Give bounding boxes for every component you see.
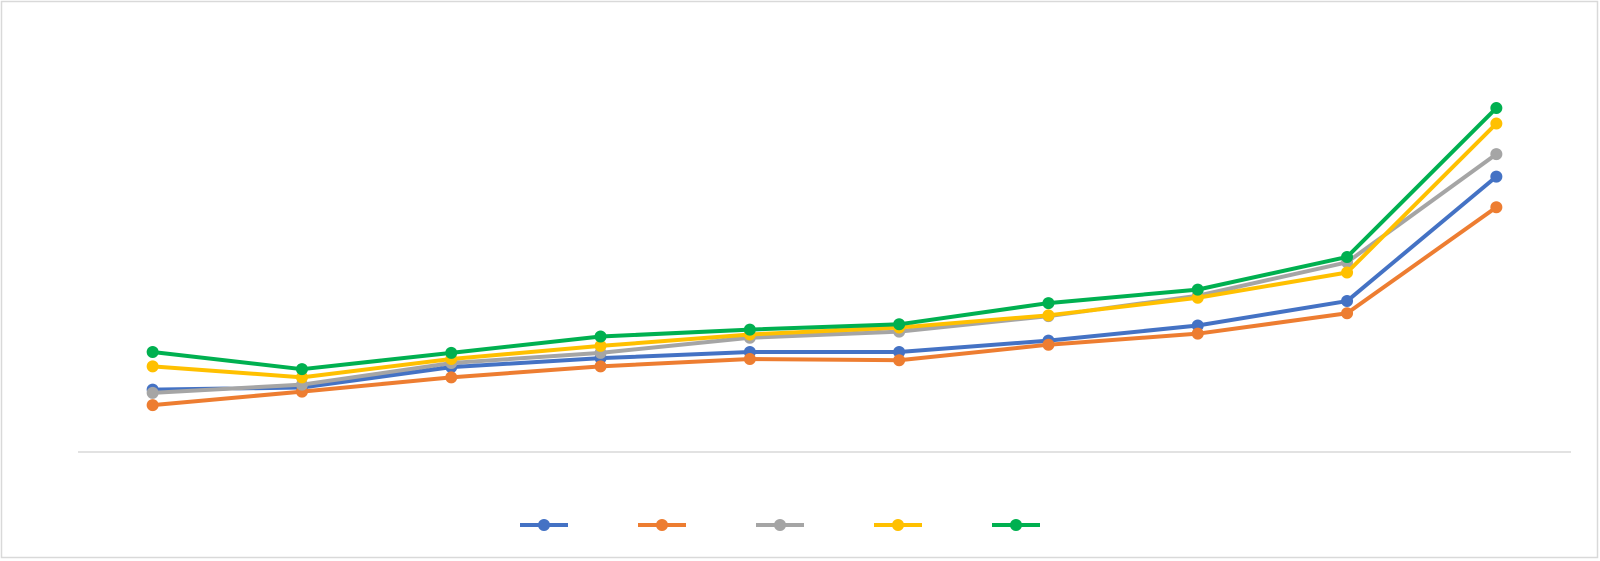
series-line xyxy=(152,106,1498,372)
series-line xyxy=(152,122,1498,380)
data-point xyxy=(1341,295,1354,308)
data-point xyxy=(1341,250,1354,263)
legend-marker xyxy=(774,519,786,531)
data-point xyxy=(1490,102,1503,115)
data-point xyxy=(1341,266,1354,279)
data-point xyxy=(146,346,159,359)
data-point xyxy=(146,360,159,373)
data-point xyxy=(445,371,458,384)
legend-marker xyxy=(656,519,668,531)
data-point xyxy=(1191,327,1204,340)
data-point xyxy=(594,360,607,373)
data-point xyxy=(893,354,906,367)
data-point xyxy=(594,339,607,352)
series-line xyxy=(152,175,1498,392)
series-line xyxy=(152,205,1498,408)
data-point xyxy=(1191,283,1204,296)
data-point xyxy=(1490,148,1503,161)
legend-marker xyxy=(538,519,550,531)
data-point xyxy=(295,363,308,376)
data-point xyxy=(594,330,607,343)
data-point xyxy=(445,346,458,359)
data-point xyxy=(1042,338,1055,351)
data-point xyxy=(146,386,159,399)
data-point xyxy=(893,318,906,331)
data-point xyxy=(1341,307,1354,320)
legend-marker xyxy=(1010,519,1022,531)
data-point xyxy=(1042,297,1055,310)
legend-marker xyxy=(892,519,904,531)
data-point xyxy=(1490,170,1503,183)
data-point xyxy=(1042,309,1055,322)
data-point xyxy=(1490,117,1503,130)
series-line xyxy=(152,152,1498,395)
data-point xyxy=(146,399,159,412)
data-point xyxy=(1490,201,1503,214)
data-point xyxy=(743,352,756,365)
data-point xyxy=(743,323,756,336)
